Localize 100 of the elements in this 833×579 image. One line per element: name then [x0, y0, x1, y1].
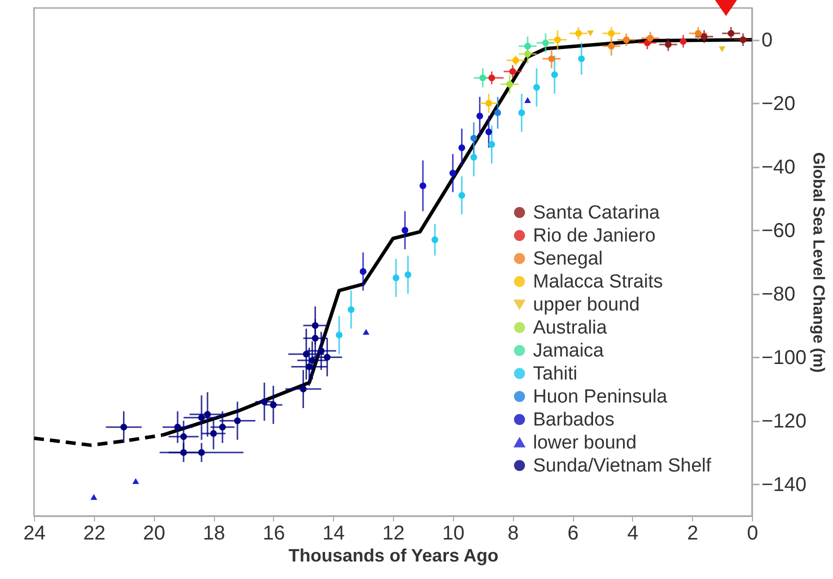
point	[458, 144, 466, 152]
x-tick-label: 14	[322, 522, 345, 544]
point	[512, 57, 520, 64]
point	[551, 71, 558, 78]
point	[219, 424, 226, 430]
x-tick-label: 24	[23, 522, 46, 544]
point	[587, 30, 594, 36]
point	[524, 97, 531, 103]
point	[120, 424, 128, 430]
point	[432, 236, 438, 244]
x-tick-label: 8	[508, 522, 519, 544]
point	[312, 334, 319, 342]
y-tick-label: −40	[762, 156, 796, 178]
point	[554, 36, 561, 44]
point	[680, 38, 687, 45]
point	[210, 430, 217, 437]
legend-label: Santa Catarina	[533, 202, 660, 224]
point	[90, 494, 98, 500]
point	[644, 40, 651, 46]
x-tick-label: 20	[143, 522, 166, 544]
point	[392, 274, 400, 282]
point	[180, 433, 187, 440]
point	[728, 30, 734, 37]
point	[718, 46, 726, 52]
point	[479, 74, 486, 82]
legend-label: Senegal	[533, 248, 603, 270]
point	[362, 328, 370, 335]
y-tick-label: −80	[762, 283, 796, 306]
y-axis-title: Global Sea Level Change (m)	[810, 152, 827, 373]
y-tick-label: −60	[762, 220, 796, 242]
point	[174, 424, 181, 430]
y-tick-label: −100	[762, 346, 807, 369]
point	[506, 80, 514, 88]
point	[132, 478, 140, 484]
point	[404, 271, 412, 278]
point	[402, 226, 408, 234]
point	[542, 40, 549, 46]
point	[324, 354, 331, 361]
point	[306, 363, 313, 370]
x-tick-label: 12	[382, 522, 405, 544]
point	[261, 398, 268, 406]
x-tick-label: 2	[687, 522, 698, 544]
point	[518, 109, 525, 116]
x-axis-title: Thousands of Years Ago	[288, 546, 499, 566]
point	[308, 357, 316, 364]
legend-label: Jamaica	[533, 340, 604, 362]
x-tick-label: 4	[627, 522, 638, 544]
point	[533, 84, 540, 91]
point	[302, 350, 310, 358]
point	[485, 100, 492, 107]
point	[548, 55, 555, 62]
point	[664, 41, 672, 48]
point	[578, 55, 585, 62]
point	[646, 34, 654, 42]
legend-label: Sunda/Vietnam Shelf	[533, 456, 712, 476]
y-tick-label: −140	[762, 474, 807, 496]
point	[740, 36, 746, 44]
point	[198, 449, 205, 456]
point	[494, 109, 502, 116]
point	[488, 74, 496, 82]
legend-label: upper bound	[533, 294, 640, 316]
legend-label: lower bound	[533, 432, 637, 454]
x-tick-label: 16	[262, 522, 285, 544]
point	[470, 154, 478, 161]
legend-label: Australia	[533, 318, 608, 338]
x-tick-label: 6	[567, 522, 579, 544]
point	[694, 30, 702, 37]
point	[300, 386, 307, 392]
x-tick-label: 22	[83, 522, 106, 544]
point	[622, 36, 630, 44]
legend-label: Tahiti	[533, 364, 578, 384]
legend-label: Huon Peninsula	[533, 386, 668, 408]
point	[180, 449, 187, 456]
point	[234, 417, 241, 424]
point	[485, 128, 492, 136]
point	[348, 306, 354, 313]
y-tick-label: −120	[762, 410, 807, 432]
point	[420, 182, 426, 190]
point	[524, 42, 531, 50]
point	[470, 134, 478, 142]
point	[312, 322, 319, 329]
point	[449, 170, 456, 176]
point	[270, 402, 277, 408]
legend-label: Barbados	[533, 410, 614, 430]
y-tick-label: 0	[762, 29, 773, 52]
point	[360, 268, 366, 275]
legend-label: Malacca Straits	[533, 272, 663, 292]
point	[204, 411, 211, 418]
point	[458, 192, 466, 199]
point	[476, 112, 484, 120]
x-tick-label: 10	[442, 522, 464, 544]
point	[488, 141, 496, 148]
legend-label: Rio de Janiero	[533, 226, 656, 246]
point	[509, 68, 516, 75]
point	[700, 33, 708, 40]
x-tick-label: 0	[746, 522, 758, 544]
x-tick-label: 18	[202, 522, 226, 544]
y-tick-label: −20	[762, 92, 796, 115]
point	[318, 348, 325, 354]
point	[336, 332, 343, 338]
